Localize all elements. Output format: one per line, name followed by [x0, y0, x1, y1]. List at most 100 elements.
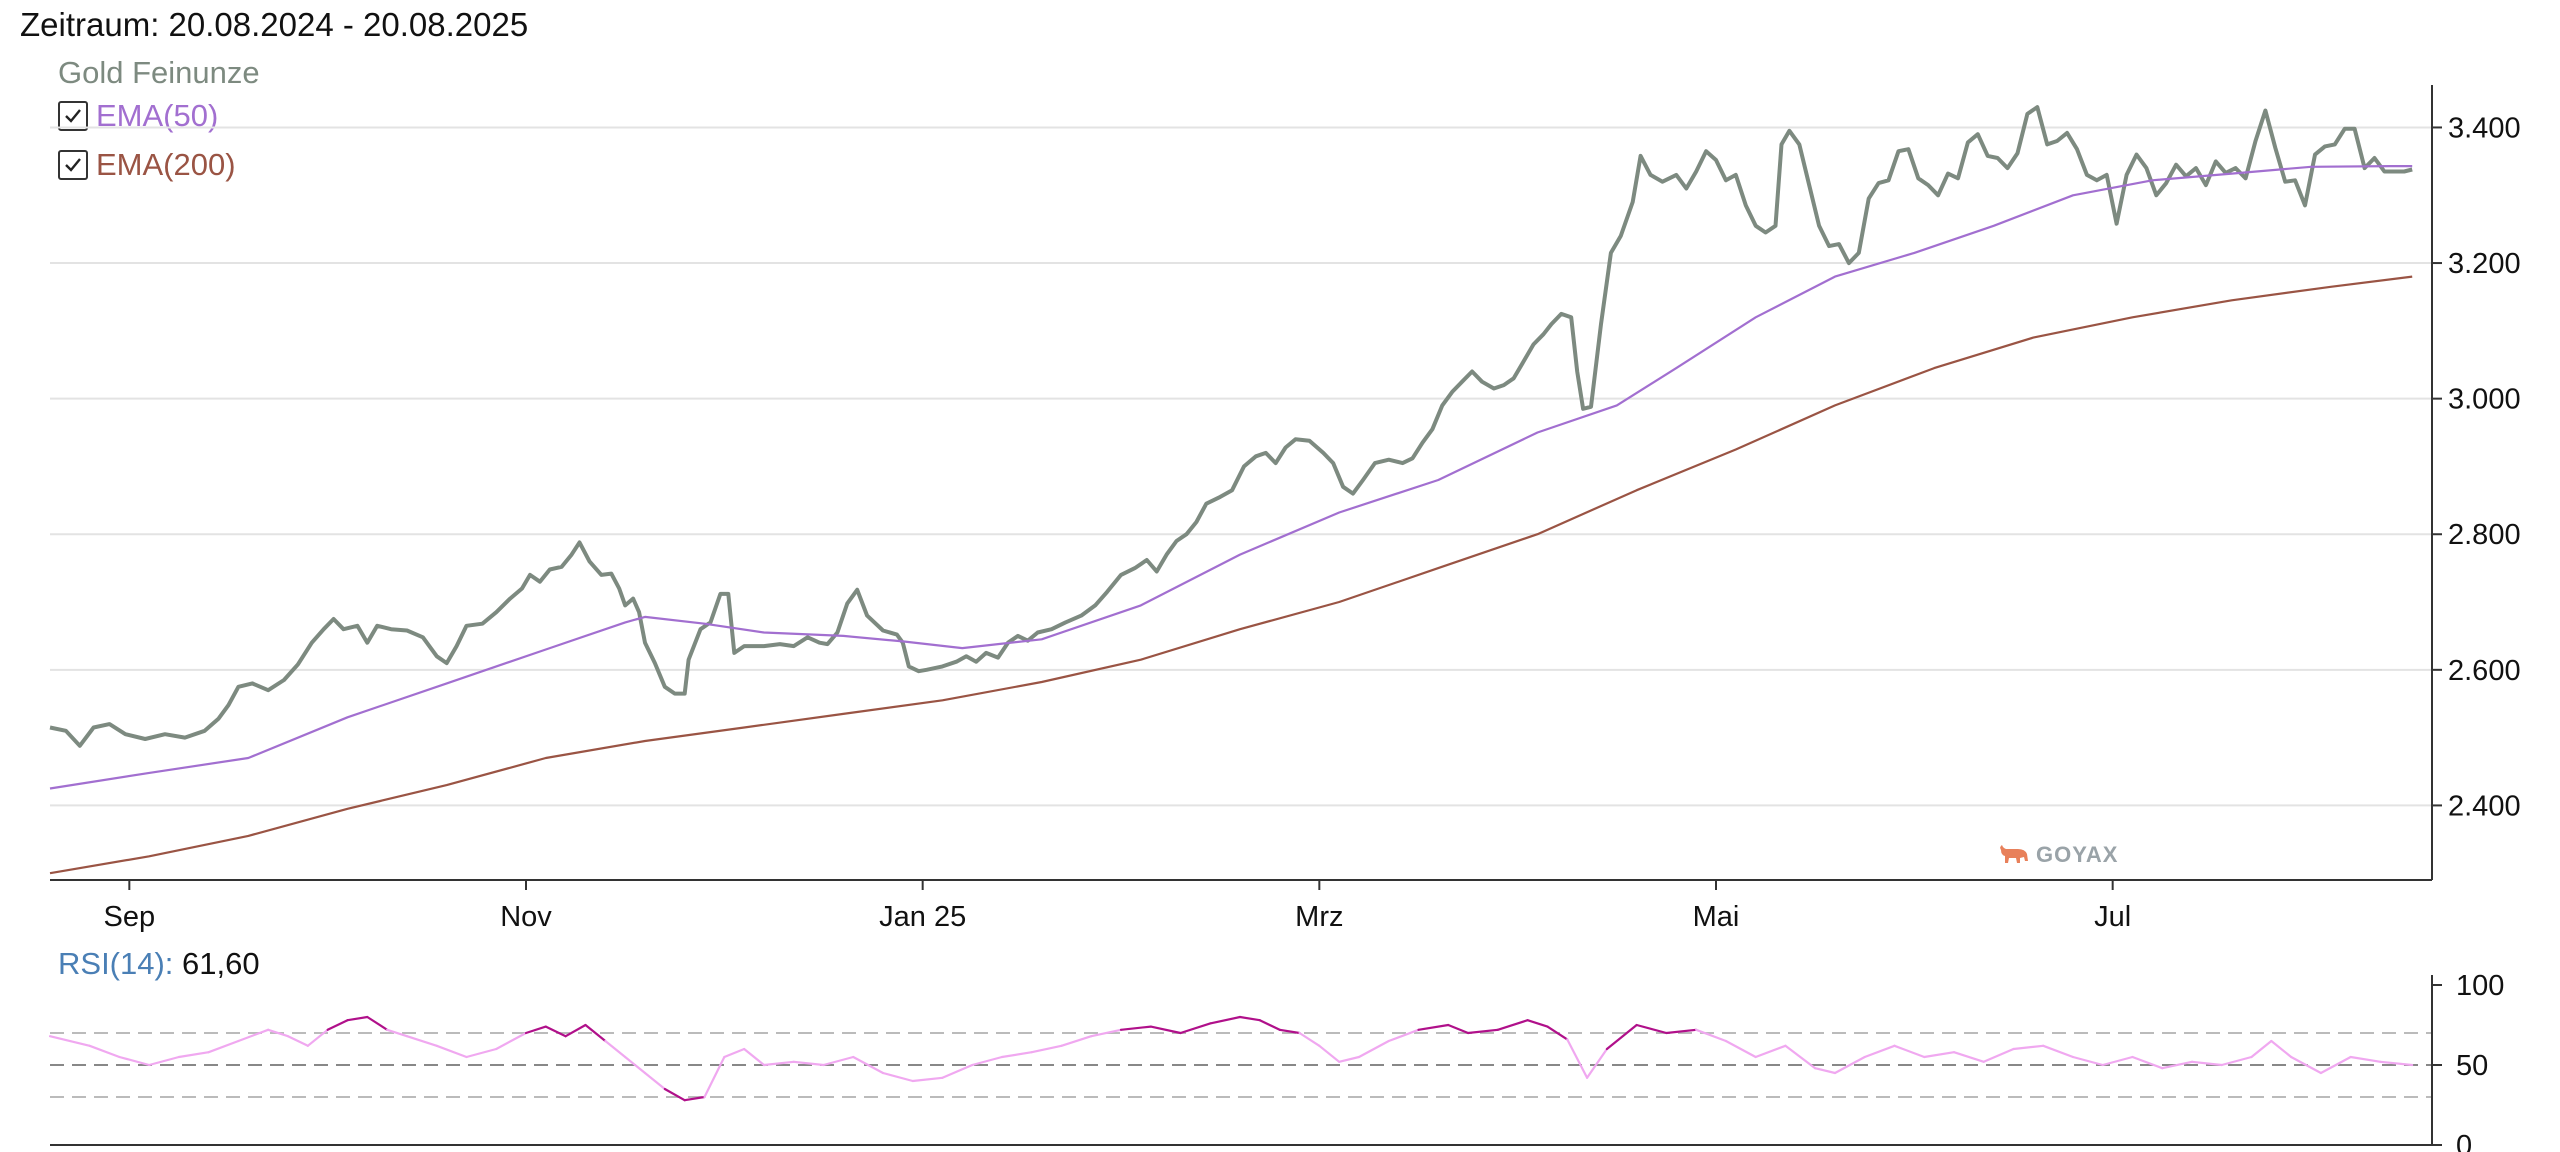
rsi-line-segment [2042, 1044, 2075, 1059]
period-label: Zeitraum: 20.08.2024 - 20.08.2025 [20, 6, 529, 43]
rsi-line-segment [1298, 1031, 1321, 1047]
y-tick-label: 2.400 [2448, 790, 2521, 822]
x-tick-label: Nov [500, 901, 552, 933]
rsi-line-segment [435, 1044, 468, 1059]
series-line-ema50 [49, 165, 2413, 790]
rsi-value: 61,60 [182, 946, 260, 981]
rsi-line-segment [524, 1025, 547, 1035]
ema200-checkbox[interactable] [58, 150, 88, 180]
rsi-line-segment [624, 1055, 647, 1075]
rsi-line-segment [1417, 1023, 1450, 1031]
rsi-line-segment [1952, 1051, 1985, 1063]
goyax-text: GOYAX [2036, 842, 2119, 867]
rsi-line-segment [1090, 1028, 1123, 1038]
main-grid [50, 126, 2432, 807]
rsi-line-segment [911, 1076, 944, 1083]
rsi-line-segment [2190, 1060, 2223, 1067]
rsi-line-segment [703, 1055, 726, 1099]
rsi-line-segment [723, 1047, 746, 1059]
rsi-line-segment [1238, 1015, 1261, 1022]
rsi-line-segment [2290, 1055, 2323, 1075]
rsi-y-tick-label: 0 [2456, 1130, 2472, 1152]
x-tick-label: Sep [104, 901, 156, 933]
rsi-line-segment [2379, 1060, 2414, 1067]
rsi-line-segment [1318, 1044, 1341, 1063]
rsi-line-segment [1566, 1038, 1589, 1079]
rsi-line-segment [118, 1055, 151, 1067]
rsi-line-segment [2101, 1055, 2134, 1067]
checkmark-icon [65, 158, 81, 172]
rsi-line-segment [1893, 1044, 1926, 1059]
rsi-line-segment [1665, 1028, 1698, 1035]
rsi-line-segment [2071, 1055, 2104, 1067]
rsi-line-segment [2161, 1060, 2194, 1070]
rsi-line-segment [762, 1060, 795, 1067]
rsi-line-segment [1546, 1025, 1569, 1041]
rsi-line-segment [1496, 1019, 1529, 1031]
rsi-line-segment [1258, 1019, 1281, 1031]
rsi-line-segment [1149, 1025, 1182, 1035]
rsi-line-segment [326, 1019, 349, 1031]
rsi-line-segment [1466, 1028, 1499, 1035]
series-line-ema200 [49, 275, 2413, 875]
rsi-line-segment [1635, 1023, 1668, 1035]
x-tick-label: Jul [2094, 901, 2131, 933]
rsi-line-segment [386, 1028, 409, 1038]
rsi-line-segment [2349, 1055, 2382, 1063]
x-tick-label: Mai [1693, 901, 1740, 933]
rsi-line-segment [663, 1087, 686, 1102]
y-tick-label: 3.200 [2448, 248, 2521, 280]
rsi-line-segment [941, 1063, 974, 1079]
legend-ema200[interactable]: EMA(200) [58, 147, 236, 183]
rsi-line-segment [1833, 1055, 1866, 1075]
rsi-line-segment [852, 1055, 885, 1075]
rsi-line-segment [346, 1015, 369, 1022]
bull-logo-icon [2000, 845, 2028, 863]
rsi-line-segment [1209, 1015, 1242, 1025]
rsi-line-segment [1605, 1023, 1638, 1051]
y-tick-label: 2.600 [2448, 655, 2521, 687]
rsi-line-segment [1030, 1044, 1063, 1054]
rsi-line-segment [971, 1055, 1004, 1067]
rsi-line-segment [1119, 1025, 1152, 1031]
rsi-line-segment [1278, 1028, 1301, 1035]
rsi-line-segment [237, 1028, 270, 1043]
rsi-line-segment [881, 1071, 914, 1083]
rsi-line-segment [1179, 1022, 1212, 1035]
main-axes: 2.400 2.600 2.800 3.000 3.200 3.400 Sep Nov Jan … [50, 85, 2521, 933]
rsi-line-segment [1863, 1044, 1896, 1059]
rsi-line-segment [1585, 1047, 1609, 1079]
rsi-line-segment [584, 1023, 607, 1043]
rsi-line-segment [88, 1044, 121, 1059]
rsi-line-segment [1387, 1028, 1420, 1043]
rsi-line-segment [1814, 1067, 1837, 1075]
rsi-line-segment [1338, 1055, 1361, 1063]
rsi-line-segment [177, 1051, 210, 1059]
rsi-line-segment [2220, 1055, 2253, 1067]
x-tick-label: Jan 25 [879, 901, 966, 933]
rsi-line-segment [1923, 1051, 1956, 1059]
y-tick-label: 3.000 [2448, 384, 2521, 416]
series-line-price [49, 105, 2413, 748]
rsi-line-segment [683, 1095, 706, 1102]
rsi-line-segment [2319, 1055, 2352, 1075]
series-name-label: Gold Feinunze [58, 55, 260, 90]
ema200-label: EMA(200) [96, 147, 236, 182]
rsi-line-segment [1754, 1044, 1787, 1059]
rsi-label: RSI(14): 61,60 [58, 946, 260, 982]
rsi-line-segment [2250, 1039, 2273, 1059]
x-tick-label: Mrz [1295, 901, 1343, 933]
rsi-line-segment [405, 1035, 438, 1047]
rsi-y-tick-label: 100 [2456, 970, 2504, 1002]
rsi-line-segment [207, 1039, 240, 1054]
goyax-watermark: GOYAX [1998, 842, 2118, 868]
rsi-line-segment [1000, 1051, 1033, 1059]
rsi-line-segment [792, 1060, 825, 1067]
rsi-line-segment [286, 1035, 309, 1047]
rsi-line-segment [544, 1025, 567, 1038]
ema50-checkbox[interactable] [58, 101, 88, 131]
rsi-line-segment [366, 1015, 389, 1031]
rsi-line-segment [1982, 1047, 2015, 1063]
rsi-line-segment [1357, 1039, 1390, 1059]
